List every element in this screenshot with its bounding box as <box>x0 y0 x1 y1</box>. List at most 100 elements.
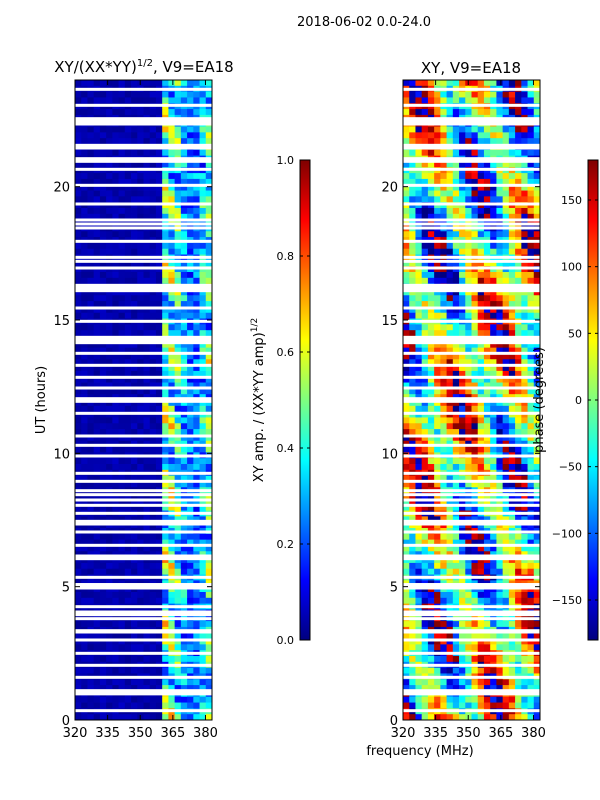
heatmap-cell <box>205 184 212 191</box>
heatmap-cell <box>421 464 429 471</box>
heatmap-cell <box>446 714 454 720</box>
heatmap-cell <box>477 132 485 139</box>
heatmap-cell <box>515 632 522 639</box>
heatmap-cell <box>187 126 194 133</box>
heatmap-cell <box>533 248 540 255</box>
heatmap-cell <box>477 301 485 308</box>
heatmap-cell <box>415 97 423 104</box>
heatmap-cell <box>155 190 163 197</box>
heatmap-cell <box>434 353 441 360</box>
heatmap-cell <box>205 702 212 709</box>
heatmap-cell <box>421 400 429 407</box>
heatmap-cell <box>421 196 429 203</box>
heatmap-cell <box>477 330 485 337</box>
heatmap-cell <box>193 242 200 250</box>
heatmap-cell <box>521 91 528 98</box>
heatmap-cell <box>99 696 107 703</box>
heatmap-cell <box>459 260 466 267</box>
heatmap-cell <box>471 365 479 372</box>
heatmap-cell <box>143 475 151 482</box>
heatmap-cell <box>112 557 119 564</box>
heatmap-cell <box>87 312 95 319</box>
heatmap-cell <box>490 347 497 354</box>
heatmap-cell <box>521 295 528 302</box>
heatmap-cell <box>168 190 176 197</box>
heatmap-cell <box>168 208 176 215</box>
heatmap-cell <box>124 504 132 511</box>
colorbar-tick-label: 0.8 <box>277 250 295 263</box>
heatmap-cell <box>521 434 528 442</box>
heatmap-cell <box>527 667 535 674</box>
data-gap-line <box>75 167 212 171</box>
data-gap-line <box>75 351 212 355</box>
heatmap-cell <box>143 516 151 523</box>
heatmap-cell <box>143 638 151 645</box>
heatmap-cell <box>205 126 212 133</box>
heatmap-cell <box>155 184 163 191</box>
heatmap-cell <box>93 685 101 692</box>
heatmap-cell <box>477 400 485 407</box>
heatmap-cell <box>483 196 491 203</box>
heatmap-cell <box>421 376 429 383</box>
heatmap-cell <box>137 301 144 308</box>
heatmap-cell <box>427 161 435 168</box>
heatmap-cell <box>193 667 200 674</box>
heatmap-cell <box>421 277 429 285</box>
heatmap-cell <box>75 80 82 87</box>
heatmap-cell <box>93 551 101 558</box>
heatmap-cell <box>118 702 126 709</box>
heatmap-cell <box>477 597 485 605</box>
heatmap-cell <box>483 679 491 686</box>
heatmap-cell <box>205 493 212 500</box>
heatmap-cell <box>533 417 540 424</box>
amplitude-heatmap <box>75 80 212 720</box>
heatmap-cell <box>168 178 176 186</box>
heatmap-cell <box>533 400 540 407</box>
heatmap-cell <box>496 434 504 442</box>
heatmap-cell <box>131 353 138 360</box>
heatmap-cell <box>149 388 157 395</box>
heatmap-cell <box>155 370 163 378</box>
heatmap-cell <box>124 621 132 628</box>
heatmap-cell <box>415 679 423 686</box>
data-gap-line <box>403 613 540 617</box>
heatmap-cell <box>137 178 144 186</box>
heatmap-cell <box>199 434 207 442</box>
heatmap-cell <box>440 685 447 692</box>
heatmap-cell <box>409 97 416 104</box>
heatmap-cell <box>112 493 119 500</box>
heatmap-cell <box>490 132 497 139</box>
heatmap-cell <box>155 464 163 471</box>
heatmap-cell <box>415 696 423 703</box>
heatmap-cell <box>527 545 535 552</box>
heatmap-cell <box>162 272 169 279</box>
heatmap-cell <box>508 341 516 349</box>
heatmap-cell <box>106 173 113 180</box>
heatmap-cell <box>502 242 510 250</box>
heatmap-cell <box>112 376 119 383</box>
heatmap-cell <box>434 562 441 570</box>
heatmap-cell <box>155 295 163 302</box>
heatmap-cell <box>465 97 472 104</box>
heatmap-cell <box>427 213 435 221</box>
heatmap-cell <box>483 417 491 424</box>
heatmap-cell <box>118 562 126 570</box>
heatmap-cell <box>193 138 200 145</box>
heatmap-cell <box>199 208 207 215</box>
heatmap-cell <box>459 656 466 663</box>
heatmap-cell <box>434 312 441 319</box>
heatmap-cell <box>180 539 188 546</box>
heatmap-cell <box>112 231 119 238</box>
heatmap-cell <box>452 376 460 383</box>
heatmap-cell <box>415 91 423 98</box>
heatmap-cell <box>118 242 126 250</box>
heatmap-cell <box>421 504 429 511</box>
heatmap-cell <box>465 353 472 360</box>
heatmap-cell <box>205 289 212 296</box>
heatmap-cell <box>459 97 466 104</box>
colorbar-tick-label: 0.4 <box>277 442 295 455</box>
heatmap-cell <box>533 149 540 157</box>
heatmap-cell <box>93 592 101 599</box>
heatmap-cell <box>452 138 460 145</box>
heatmap-cell <box>533 184 540 191</box>
